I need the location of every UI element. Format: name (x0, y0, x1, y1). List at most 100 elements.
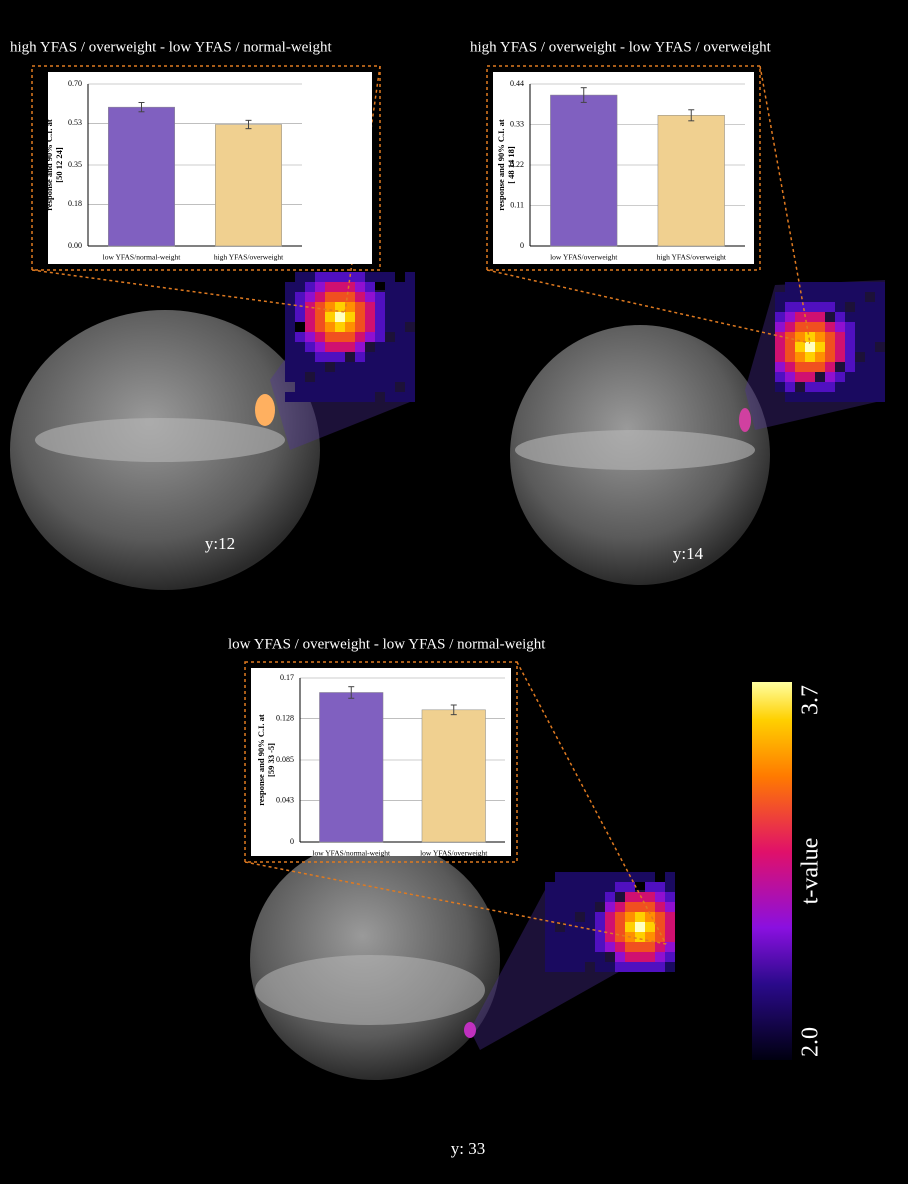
y-axis-label: [59 33 -5] (266, 743, 276, 777)
heatmap-voxel (385, 272, 395, 282)
heatmap-voxel (335, 372, 345, 382)
heatmap-voxel (845, 292, 855, 302)
heatmap-voxel (875, 322, 885, 332)
heatmap-voxel (545, 952, 555, 962)
heatmap-voxel (555, 952, 565, 962)
heatmap-voxel (335, 342, 345, 352)
x-tick-label: high YFAS/overweight (657, 253, 727, 262)
heatmap-voxel (805, 342, 815, 352)
heatmap-voxel (285, 352, 295, 362)
heatmap-voxel (345, 382, 355, 392)
y-tick-label: 0.18 (68, 199, 82, 208)
heatmap-voxel (585, 942, 595, 952)
heatmap-voxel (555, 872, 565, 882)
y-tick-label: 0.44 (510, 79, 524, 88)
heatmap-voxel (405, 362, 415, 372)
heatmap-voxel (565, 942, 575, 952)
heatmap-voxel (795, 392, 805, 402)
heatmap-voxel (355, 382, 365, 392)
heatmap-voxel (315, 342, 325, 352)
heatmap-voxel (865, 392, 875, 402)
heatmap-voxel (655, 902, 665, 912)
heatmap-voxel (625, 892, 635, 902)
heatmap-voxel (825, 302, 835, 312)
heatmap-voxel (565, 932, 575, 942)
heatmap-voxel (545, 962, 555, 972)
heatmap-voxel (625, 912, 635, 922)
heatmap-voxel (845, 352, 855, 362)
heatmap-voxel (605, 912, 615, 922)
heatmap-voxel (585, 912, 595, 922)
heatmap-voxel (605, 892, 615, 902)
figure: high YFAS / overweight - low YFAS / norm… (0, 0, 908, 1184)
heatmap-voxel (845, 362, 855, 372)
heatmap-voxel (375, 312, 385, 322)
heatmap-voxel (295, 312, 305, 322)
heatmap-voxel (585, 952, 595, 962)
heatmap-voxel (875, 312, 885, 322)
heatmap-voxel (565, 882, 575, 892)
slice-label: y:14 (673, 544, 704, 563)
heatmap-voxel (665, 962, 675, 972)
heatmap-voxel (295, 342, 305, 352)
heatmap-voxel (335, 312, 345, 322)
heatmap-voxel (625, 882, 635, 892)
heatmap-voxel (655, 952, 665, 962)
heatmap-voxel (365, 282, 375, 292)
heatmap-voxel (805, 292, 815, 302)
heatmap-voxel (665, 932, 675, 942)
brain-slice (515, 430, 755, 470)
heatmap-voxel (835, 322, 845, 332)
heatmap-voxel (635, 912, 645, 922)
heatmap-voxel (865, 302, 875, 312)
heatmap-voxel (835, 392, 845, 402)
heatmap-voxel (315, 292, 325, 302)
heatmap-voxel (285, 282, 295, 292)
bar (108, 107, 174, 246)
heatmap-voxel (545, 932, 555, 942)
heatmap-voxel (775, 292, 785, 302)
heatmap-voxel (385, 322, 395, 332)
heatmap-voxel (385, 302, 395, 312)
heatmap-voxel (585, 892, 595, 902)
heatmap-voxel (405, 292, 415, 302)
heatmap-voxel (295, 392, 305, 402)
heatmap-voxel (775, 332, 785, 342)
heatmap-voxel (865, 382, 875, 392)
heatmap-voxel (615, 922, 625, 932)
y-axis-label: response and 90% C.I. at (256, 714, 266, 806)
heatmap-voxel (375, 352, 385, 362)
heatmap-voxel (565, 962, 575, 972)
heatmap-voxel (665, 912, 675, 922)
heatmap-voxel (855, 392, 865, 402)
heatmap-voxel (605, 902, 615, 912)
heatmap-voxel (325, 292, 335, 302)
heatmap-voxel (635, 932, 645, 942)
y-tick-label: 0.00 (68, 241, 82, 250)
heatmap-voxel (875, 392, 885, 402)
heatmap-voxel (355, 342, 365, 352)
heatmap-voxel (325, 332, 335, 342)
heatmap-voxel (655, 892, 665, 902)
heatmap-voxel (585, 872, 595, 882)
heatmap-voxel (285, 392, 295, 402)
heatmap-voxel (815, 282, 825, 292)
heatmap-voxel (645, 872, 655, 882)
heatmap-voxel (615, 872, 625, 882)
heatmap-voxel (595, 952, 605, 962)
heatmap-voxel (315, 282, 325, 292)
heatmap-voxel (855, 332, 865, 342)
heatmap-voxel (865, 332, 875, 342)
heatmap-voxel (805, 332, 815, 342)
heatmap-voxel (375, 332, 385, 342)
heatmap-voxel (365, 292, 375, 302)
heatmap-voxel (605, 932, 615, 942)
y-tick-label: 0.043 (276, 795, 294, 804)
heatmap-voxel (815, 322, 825, 332)
heatmap-voxel (605, 882, 615, 892)
heatmap-voxel (375, 272, 385, 282)
heatmap-voxel (285, 292, 295, 302)
y-tick-label: 0.70 (68, 79, 82, 88)
heatmap-voxel (345, 332, 355, 342)
y-tick-label: 0 (520, 241, 524, 250)
